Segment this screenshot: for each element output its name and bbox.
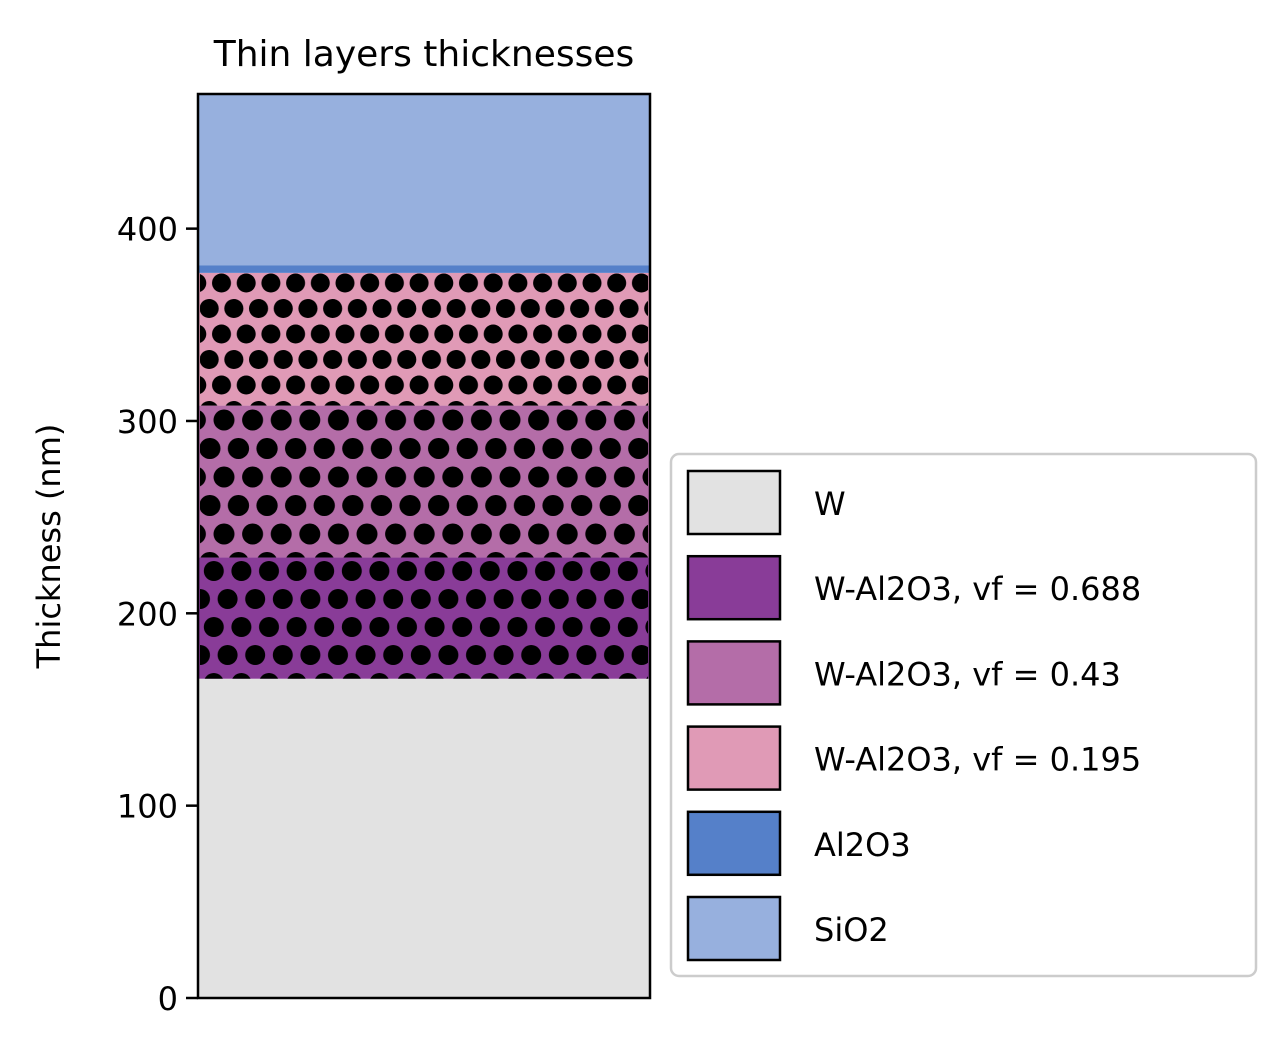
y-tick-label: 400 [117, 211, 178, 249]
legend-items: W W-Al2O3, vf = 0.688 W-Al2O3, vf = 0.43 W-… [686, 469, 1141, 962]
y-axis-ticks: 0 100 200 300 400 [117, 211, 198, 1018]
legend-swatch-w-al2o3-vf-0-43 [686, 640, 782, 706]
y-axis-label: Thickness (nm) [30, 424, 68, 670]
y-tick-label: 100 [117, 788, 178, 826]
legend-label-w-al2o3-vf-0-688: W-Al2O3, vf = 0.688 [814, 570, 1141, 608]
legend: W W-Al2O3, vf = 0.688 W-Al2O3, vf = 0.43 W-… [669, 452, 1258, 978]
chart-title: Thin layers thicknesses [213, 34, 635, 75]
legend-swatch-al2o3 [686, 810, 782, 877]
legend-label-sio2: SiO2 [814, 911, 889, 949]
layer-w-al2o3-vf-0-43-particles [200, 405, 648, 558]
layer-w-al2o3-vf-0-195-particles [200, 272, 648, 406]
legend-swatch-sio2 [686, 895, 782, 962]
y-tick-label: 0 [158, 980, 178, 1018]
layer-al2o3 [198, 265, 650, 273]
layers-group [198, 94, 650, 998]
layer-w [198, 678, 650, 998]
legend-label-w-al2o3-vf-0-195: W-Al2O3, vf = 0.195 [814, 741, 1141, 779]
layer-sio2 [198, 94, 650, 266]
axes-frame [196, 92, 652, 1000]
legend-label-w: W [814, 485, 846, 523]
legend-swatch-w-al2o3-vf-0-688 [686, 554, 782, 621]
legend-frame [669, 452, 1258, 978]
y-tick-label: 300 [117, 403, 178, 441]
y-tick-label: 200 [117, 595, 178, 633]
legend-label-al2o3: Al2O3 [814, 826, 911, 864]
legend-swatch-w [686, 469, 782, 536]
layer-w-al2o3-vf-0-688-particles [200, 557, 648, 679]
legend-label-w-al2o3-vf-0-43: W-Al2O3, vf = 0.43 [814, 655, 1121, 693]
legend-swatch-w-al2o3-vf-0-195 [686, 725, 782, 791]
